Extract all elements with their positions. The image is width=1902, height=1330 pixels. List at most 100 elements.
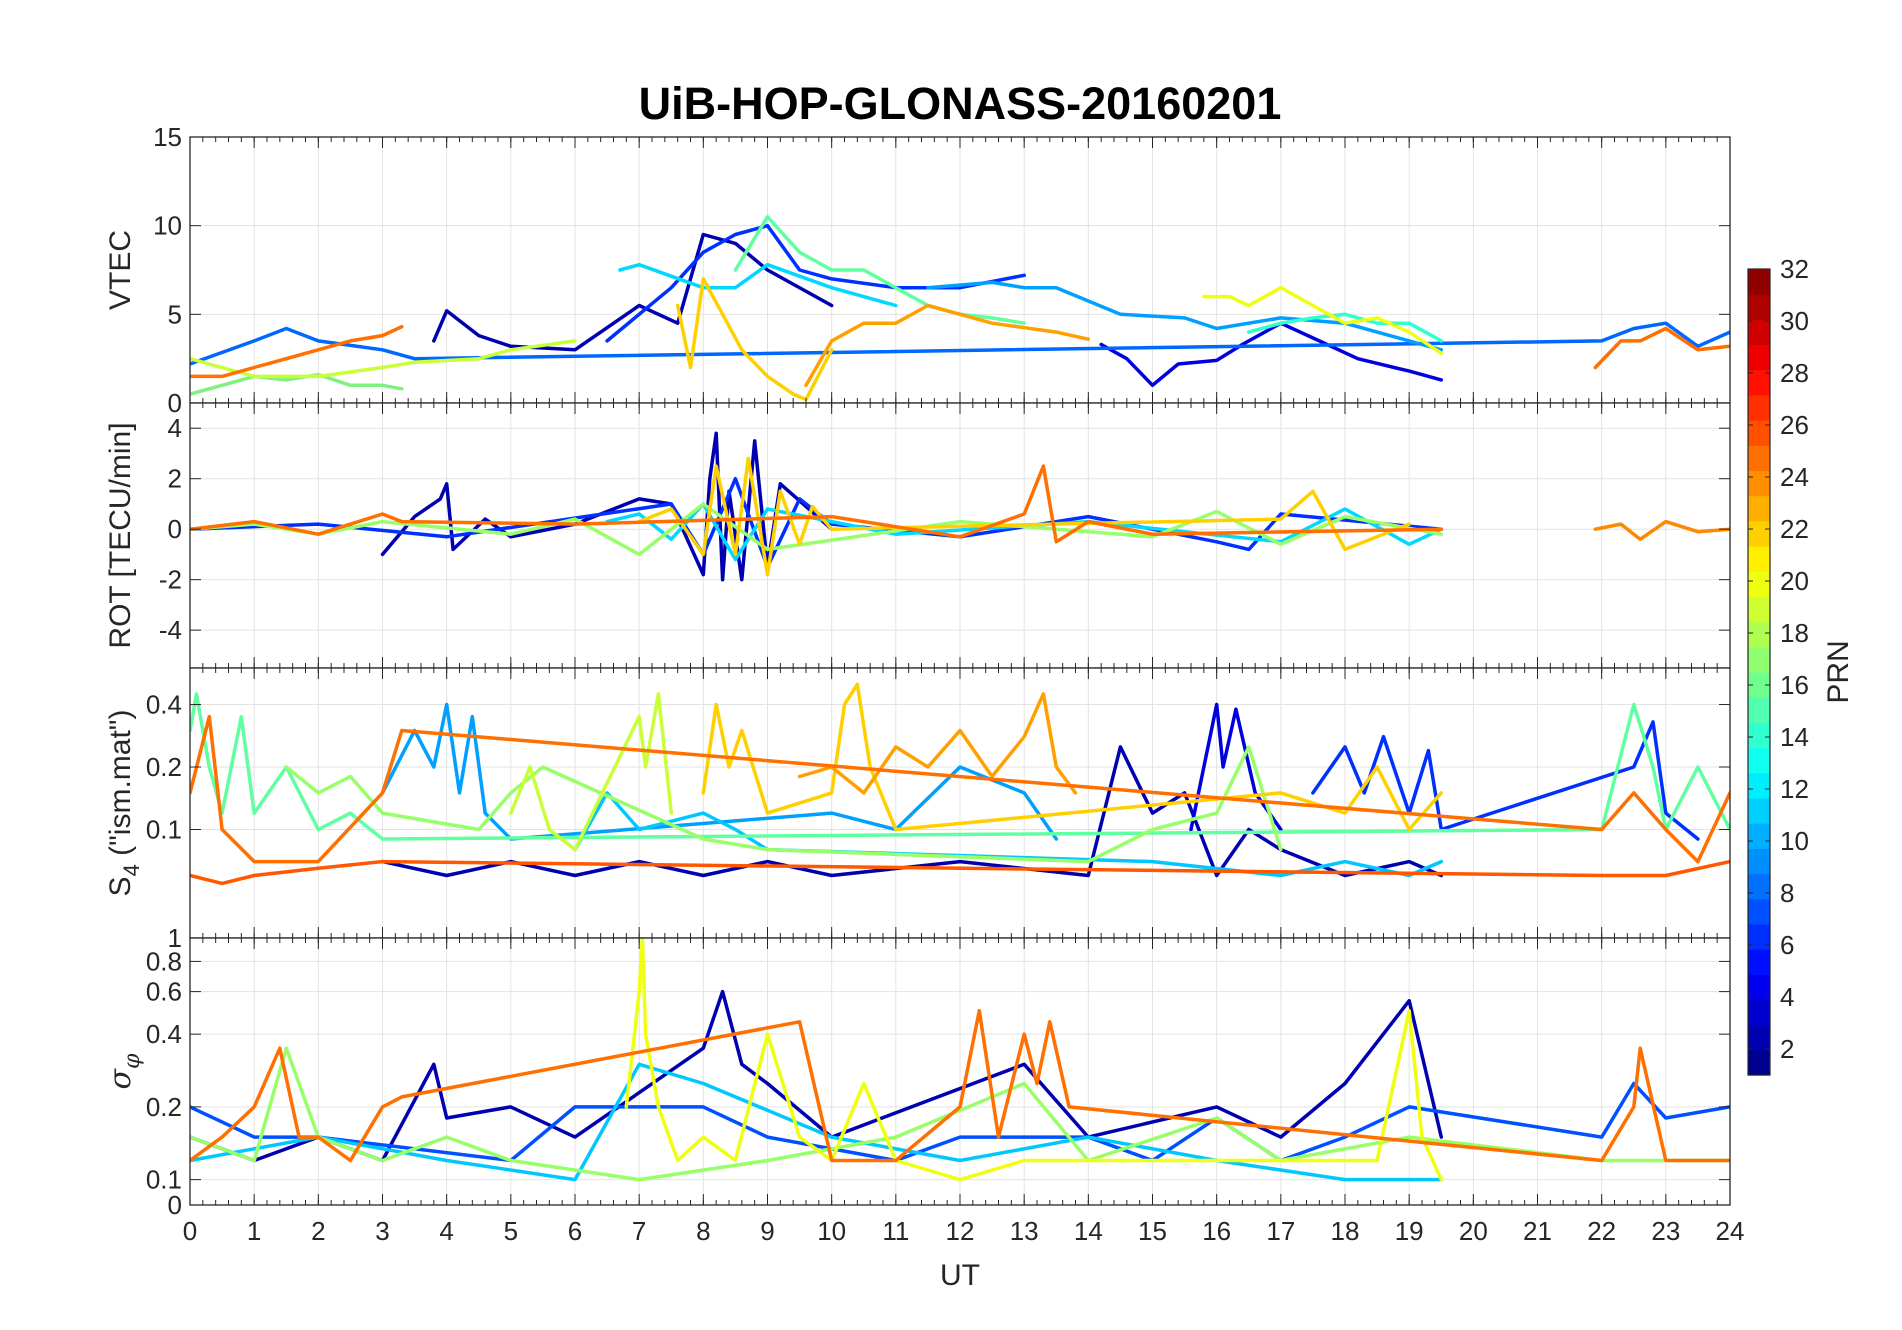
colorbar-tick-label: 10 [1780,826,1809,856]
y-axis-label: S4 ("ism.mat") [104,710,144,897]
y-tick-label: 0.1 [146,814,182,844]
colorbar-band [1748,949,1770,975]
panel-sigma_phi: 00.1 0.2 0.4 0.60.81 σφ [103,923,1731,1220]
y-tick-label: 2 [168,464,182,494]
series-line-prn-11 [618,262,898,308]
colorbar-label: PRN [1822,640,1855,703]
colorbar-band [1748,621,1770,648]
series-line-prn-17 [190,1046,1730,1182]
colorbar-frame [1747,268,1771,1076]
colorbar-band [1748,923,1770,950]
colorbar-tick-label: 32 [1780,254,1809,284]
y-tick-label: -4 [159,615,182,645]
y-tick-label: 0.6 [146,977,182,1007]
x-tick-label: 23 [1651,1216,1680,1246]
panel-vtec: 0 5 10 15 VTEC [104,122,1731,418]
colorbar-band [1748,1049,1770,1076]
x-tick-label: 4 [439,1216,453,1246]
series-line-prn-23 [1593,519,1730,542]
series-line-prn-9 [926,280,1444,352]
colorbar-band [1748,873,1770,900]
x-tick-label: 10 [817,1216,846,1246]
y-tick-label: 15 [153,122,182,152]
x-tick-label: 0 [183,1216,197,1246]
panel-s4: 0.1 0.2 0.4S4 ("ism.mat") [104,667,1731,939]
y-tick-label: 0 [168,1190,182,1220]
series-line-prn-19 [509,692,674,852]
series-line-prn-24 [190,714,1730,864]
colorbar-tick-label: 30 [1780,306,1809,336]
y-tick-label: -2 [159,565,182,595]
colorbar-band [1748,772,1770,799]
y-tick-label: 0.4 [146,690,182,720]
x-tick-label: 7 [632,1216,646,1246]
colorbar-tick-label: 6 [1780,930,1794,960]
colorbar-tick-label: 2 [1780,1034,1794,1064]
x-tick-label: 11 [882,1216,909,1246]
colorbar-tick-label: 14 [1780,722,1809,752]
colorbar-band [1748,546,1770,572]
x-tick-label: 1 [247,1216,261,1246]
colorbar-band [1748,999,1770,1026]
colorbar-band [1748,495,1770,522]
colorbar-tick-label: 24 [1780,462,1809,492]
colorbar-band [1748,1024,1770,1051]
colorbar-band [1748,394,1770,421]
series-line-prn-21 [675,277,834,402]
colorbar-tick-label: 20 [1780,566,1809,596]
y-axis-label: σφ [103,1053,145,1089]
y-tick-label: 0.8 [146,946,182,976]
colorbar-band [1748,470,1770,497]
panel-rot: -4 -2 0 2 4 ROT [TECU/min] [104,402,1731,669]
colorbar-tick-label: 22 [1780,514,1809,544]
x-tick-label: 8 [696,1216,710,1246]
series-line-prn-12 [190,1062,1444,1182]
colorbar-band [1748,369,1770,396]
series-line-prn-21 [701,682,1444,832]
colorbar-band [1748,823,1770,849]
x-tick-label: 21 [1523,1216,1552,1246]
x-tick-label: 9 [760,1216,774,1246]
series-group [190,938,1730,1182]
y-tick-label: 0.4 [146,1019,182,1049]
colorbar-band [1748,848,1770,875]
series-line-prn-20 [624,938,1444,1182]
colorbar-band [1748,898,1770,925]
series-line-prn-24 [190,324,404,379]
x-tick-label: 17 [1266,1216,1295,1246]
colorbar-band [1748,646,1770,673]
chart-title: UiB-HOP-GLONASS-20160201 [638,78,1282,129]
x-tick-label: 24 [1716,1216,1745,1246]
colorbar-tick-label: 12 [1780,774,1809,804]
colorbar-band [1748,520,1770,547]
y-tick-label: 0.2 [146,752,182,782]
series-line-prn-5 [1311,720,1700,841]
x-tick-label: 3 [375,1216,389,1246]
series-line-prn-19 [190,339,577,379]
colorbar-band [1748,294,1770,320]
series-line-prn-15 [733,215,1026,325]
colorbar-tick-label: 26 [1780,410,1809,440]
series-line-prn-17 [284,745,1283,864]
series-line-prn-21 [637,456,1411,577]
colorbar-tick-label: 28 [1780,358,1809,388]
x-tick-label: 12 [946,1216,975,1246]
colorbar-tick-label: 16 [1780,670,1809,700]
series-line-prn-22 [804,303,1091,388]
series-group [190,682,1730,886]
y-tick-label: 4 [168,413,182,443]
x-tick-label: 13 [1010,1216,1039,1246]
series-line-prn-24 [190,464,1444,544]
colorbar-band [1748,722,1770,749]
x-tick-label: 14 [1074,1216,1103,1246]
x-tick-label: 2 [311,1216,325,1246]
y-tick-label: 0.2 [146,1092,182,1122]
x-tick-label: 15 [1138,1216,1167,1246]
x-tick-label: 20 [1459,1216,1488,1246]
colorbar-band [1748,797,1770,824]
series-line-prn-22 [797,692,1078,795]
series-line-prn-9 [380,702,1059,841]
y-axis-label: ROT [TECU/min] [104,422,137,648]
